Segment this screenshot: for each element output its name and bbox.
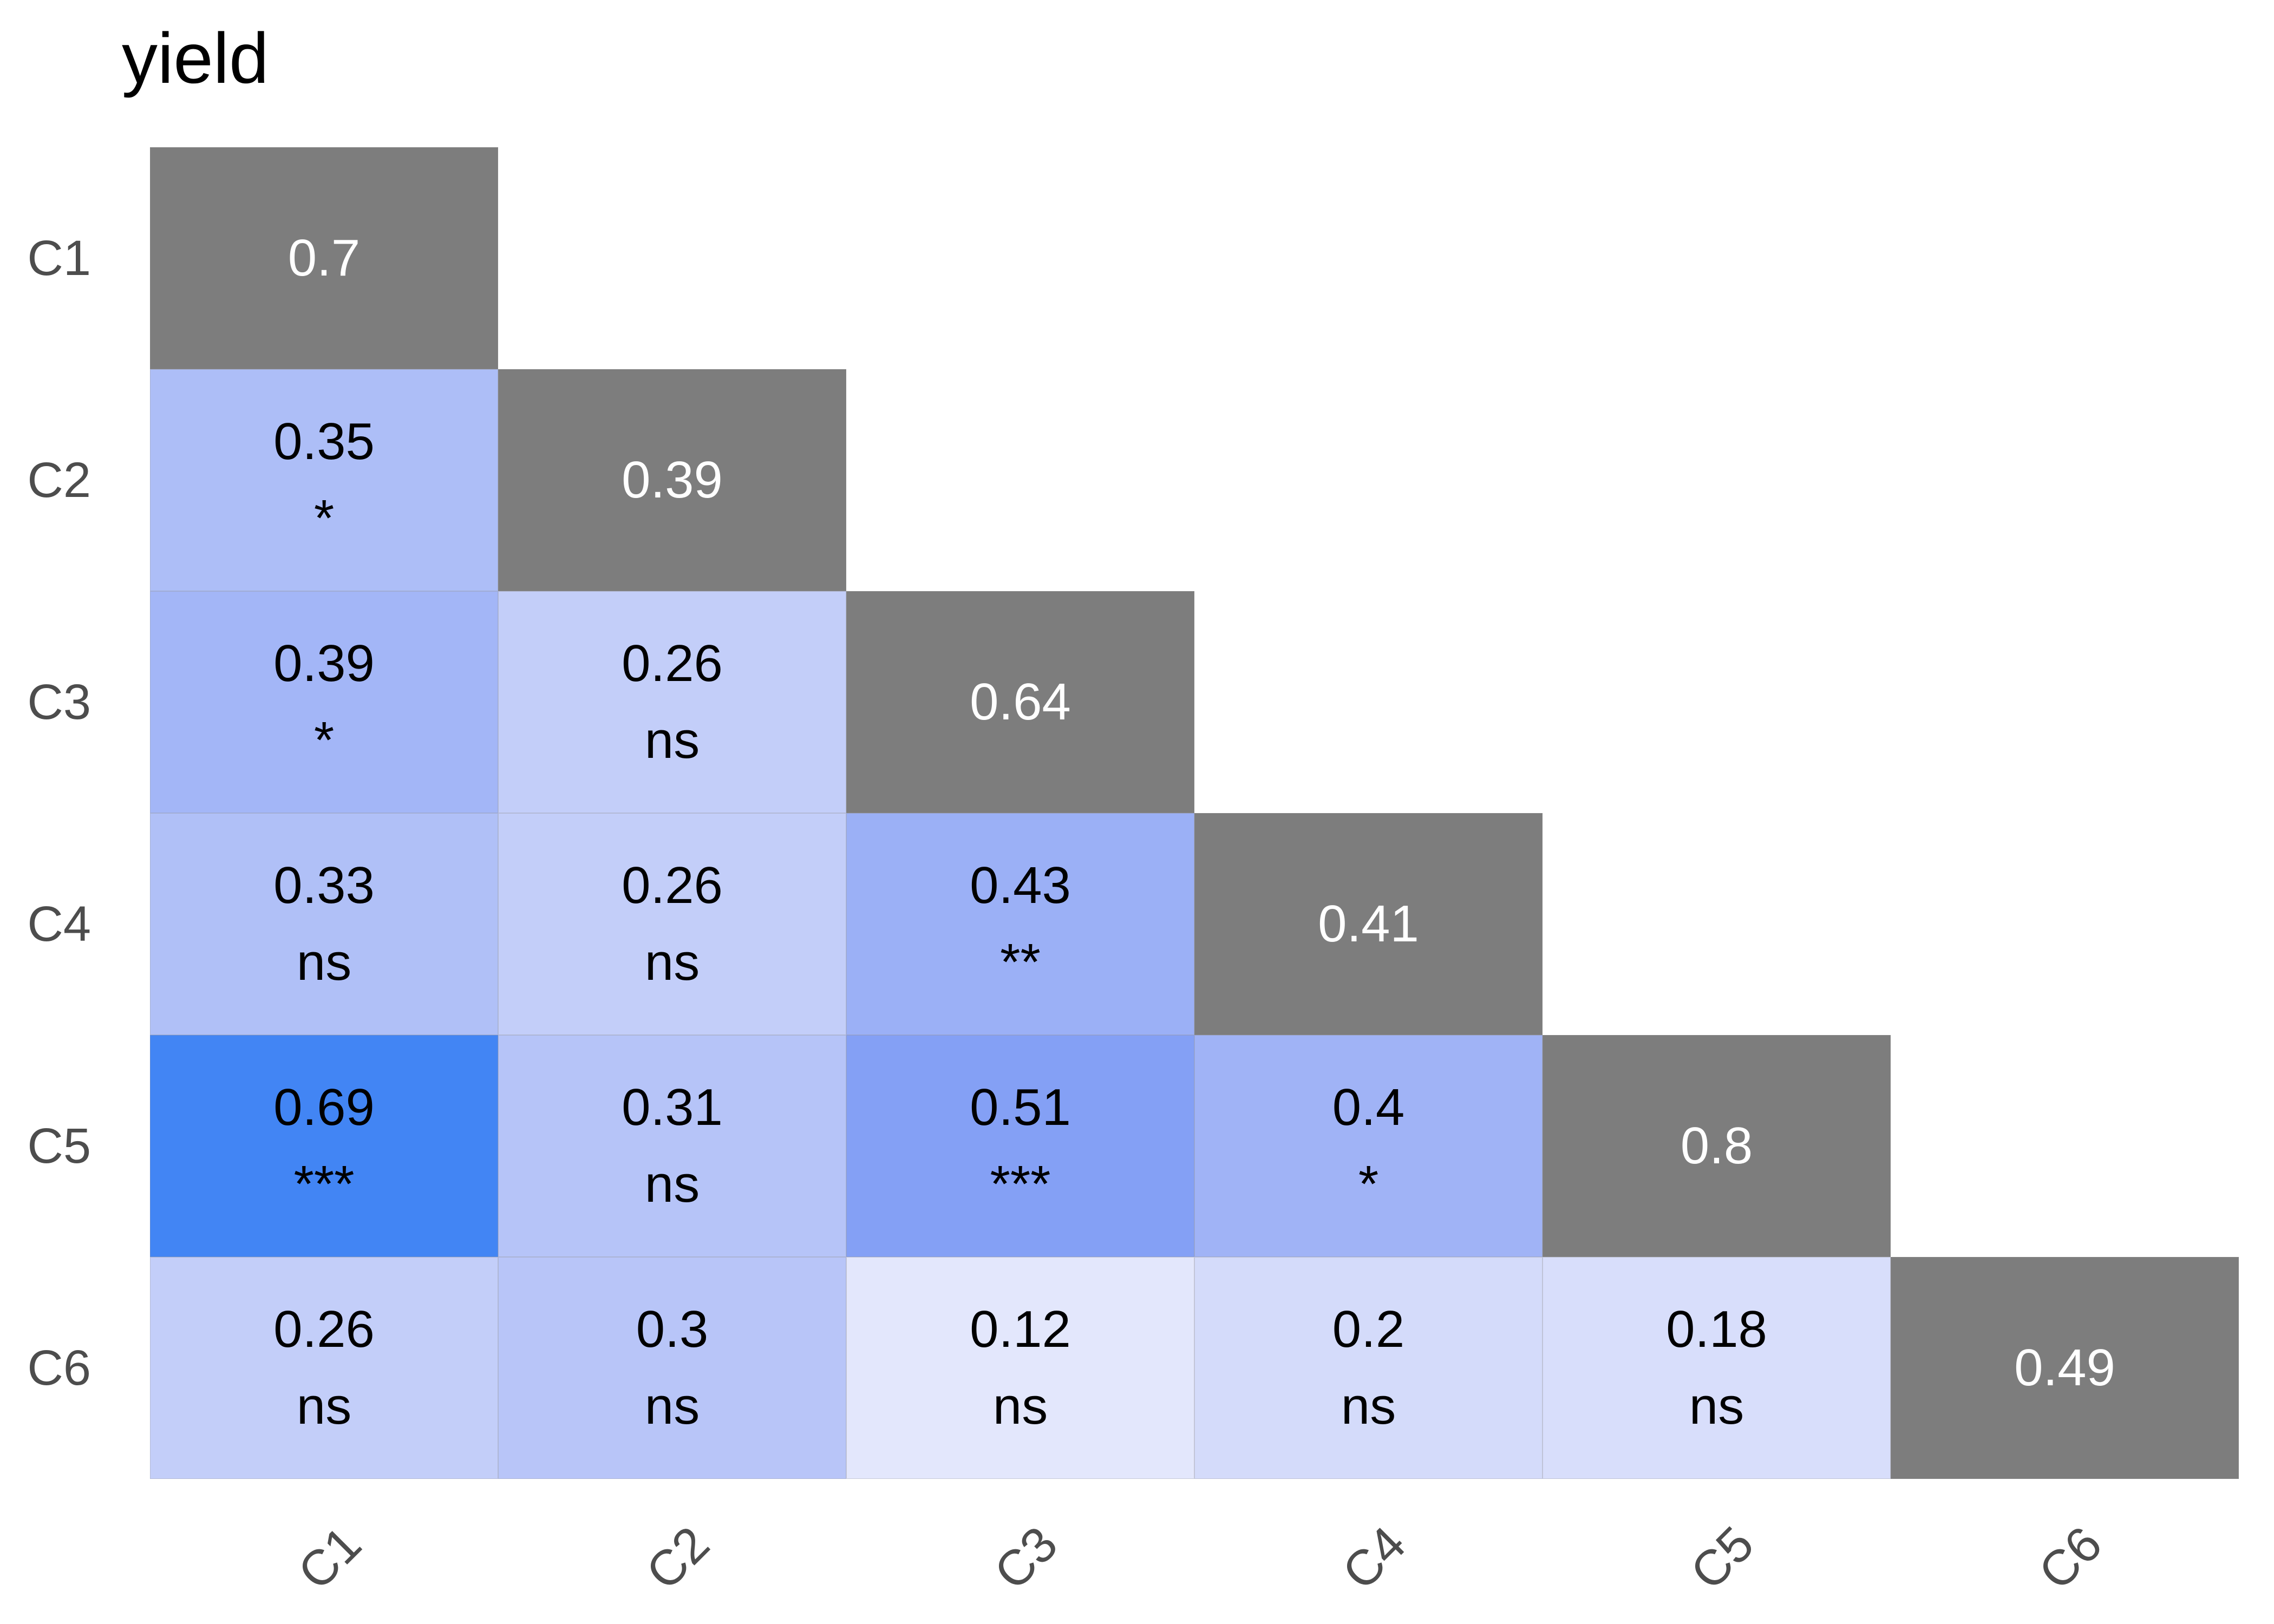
cell-value: 0.26 xyxy=(622,856,723,914)
matrix-cell: 0.43 ** xyxy=(846,813,1194,1035)
cell-value: 0.31 xyxy=(622,1078,723,1136)
page-title: yield xyxy=(122,18,269,98)
cell-value: 0.12 xyxy=(970,1300,1071,1358)
cell-significance: *** xyxy=(293,1155,355,1213)
y-axis-label-c2: C2 xyxy=(27,453,91,508)
matrix-diagonal-cell: 0.64 xyxy=(846,591,1194,813)
matrix-cell: 0.31 ns xyxy=(498,1035,846,1257)
cell-significance: ns xyxy=(644,711,700,769)
matrix-cell: 0.18 ns xyxy=(1543,1257,1891,1479)
cell-significance: ns xyxy=(296,933,352,991)
matrix-diagonal-cell: 0.8 xyxy=(1543,1035,1891,1257)
cell-significance: ns xyxy=(1689,1377,1744,1435)
x-axis-label-c1: C1 xyxy=(287,1516,372,1601)
matrix-cell: 0.51 *** xyxy=(846,1035,1194,1257)
matrix-cell: 0.39 * xyxy=(150,591,498,813)
x-axis-label-c3: C3 xyxy=(984,1516,1068,1601)
cell-value: 0.41 xyxy=(1318,895,1419,953)
y-axis-label-c1: C1 xyxy=(27,231,91,286)
cell-value: 0.39 xyxy=(622,451,723,509)
cell-value: 0.18 xyxy=(1666,1300,1767,1358)
cell-value: 0.33 xyxy=(273,856,375,914)
cell-significance: ns xyxy=(992,1377,1048,1435)
x-axis-label-c2: C2 xyxy=(636,1516,720,1601)
y-axis-label-c4: C4 xyxy=(27,896,91,952)
cell-significance: ** xyxy=(1000,933,1041,991)
cell-value: 0.64 xyxy=(970,673,1071,731)
cell-value: 0.3 xyxy=(636,1300,709,1358)
y-axis-label-c3: C3 xyxy=(27,675,91,730)
matrix-cell: 0.26 ns xyxy=(150,1257,498,1479)
matrix-cell: 0.4 * xyxy=(1194,1035,1543,1257)
cell-value: 0.39 xyxy=(273,634,375,692)
y-axis-label-c6: C6 xyxy=(27,1340,91,1396)
cell-value: 0.49 xyxy=(2014,1339,2115,1397)
heatmap-grid: 0.7 0.35 * 0.39 0.39 * 0.26 ns 0.64 0.33… xyxy=(150,147,2239,1479)
cell-value: 0.35 xyxy=(273,412,375,470)
matrix-cell: 0.26 ns xyxy=(498,591,846,813)
matrix-diagonal-cell: 0.39 xyxy=(498,369,846,591)
cell-significance: ns xyxy=(644,933,700,991)
matrix-diagonal-cell: 0.7 xyxy=(150,147,498,369)
cell-significance: ns xyxy=(1341,1377,1396,1435)
cell-value: 0.69 xyxy=(273,1078,375,1136)
cell-value: 0.8 xyxy=(1680,1117,1753,1175)
cell-significance: * xyxy=(313,489,335,547)
cell-value: 0.51 xyxy=(970,1078,1071,1136)
matrix-diagonal-cell: 0.41 xyxy=(1194,813,1543,1035)
cell-significance: ns xyxy=(644,1155,700,1213)
cell-significance: * xyxy=(313,711,335,769)
matrix-cell: 0.69 *** xyxy=(150,1035,498,1257)
matrix-cell: 0.12 ns xyxy=(846,1257,1194,1479)
matrix-cell: 0.2 ns xyxy=(1194,1257,1543,1479)
cell-value: 0.2 xyxy=(1332,1300,1405,1358)
cell-significance: * xyxy=(1358,1155,1379,1213)
cell-value: 0.7 xyxy=(287,229,361,287)
x-axis-label-c5: C5 xyxy=(1680,1516,1765,1601)
matrix-cell: 0.26 ns xyxy=(498,813,846,1035)
x-axis-label-c6: C6 xyxy=(2028,1516,2113,1601)
cell-value: 0.43 xyxy=(970,856,1071,914)
cell-value: 0.4 xyxy=(1332,1078,1405,1136)
y-axis-label-c5: C5 xyxy=(27,1118,91,1174)
matrix-cell: 0.35 * xyxy=(150,369,498,591)
cell-significance: ns xyxy=(296,1377,352,1435)
matrix-cell: 0.3 ns xyxy=(498,1257,846,1479)
matrix-cell: 0.33 ns xyxy=(150,813,498,1035)
cell-significance: ns xyxy=(644,1377,700,1435)
cell-significance: *** xyxy=(990,1155,1051,1213)
cell-value: 0.26 xyxy=(273,1300,375,1358)
x-axis-label-c4: C4 xyxy=(1332,1516,1416,1601)
cell-value: 0.26 xyxy=(622,634,723,692)
matrix-diagonal-cell: 0.49 xyxy=(1891,1257,2239,1479)
